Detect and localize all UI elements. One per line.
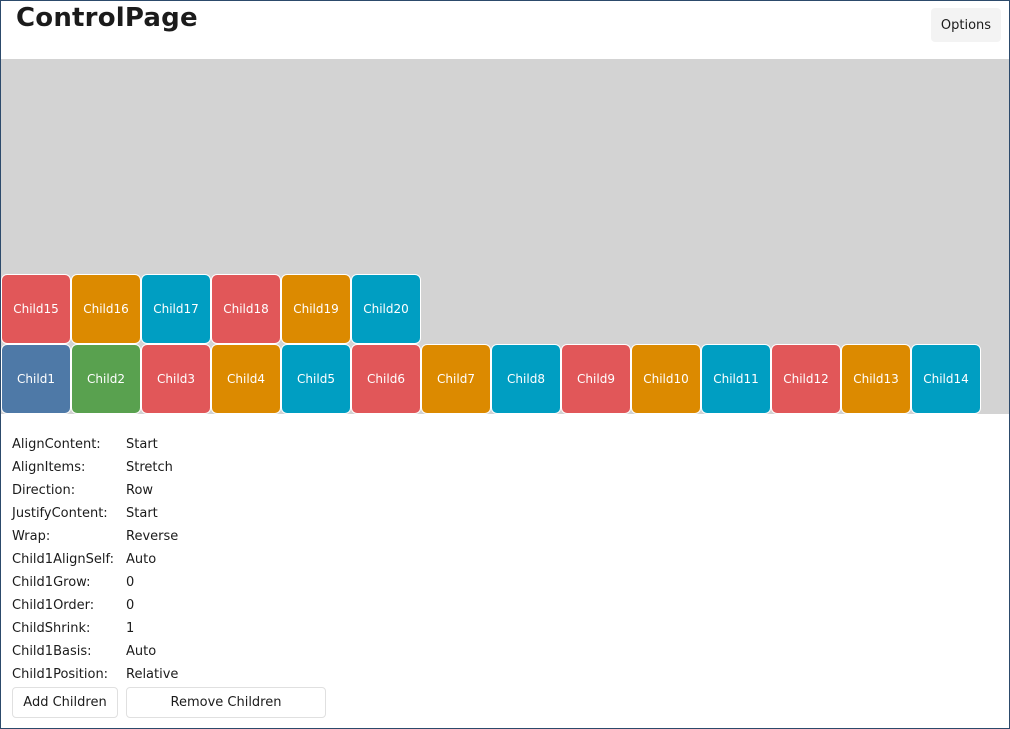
flex-child-6: Child6	[351, 344, 421, 414]
property-row: AlignContent: Start	[12, 433, 412, 456]
flex-layout-area: Child1 Child2 Child3 Child4 Child5 Child6 Chil…	[1, 59, 1009, 414]
properties-panel: AlignContent: Start AlignItems: Stretch Dire…	[12, 433, 412, 686]
property-row: Child1AlignSelf: Auto	[12, 548, 412, 571]
property-row: Child1Grow: 0	[12, 571, 412, 594]
property-value: Start	[126, 437, 158, 452]
property-value: Row	[126, 483, 154, 498]
flex-child-8: Child8	[491, 344, 561, 414]
property-row: JustifyContent: Start	[12, 502, 412, 525]
flex-child-17: Child17	[141, 274, 211, 344]
property-label: JustifyContent:	[12, 506, 108, 521]
flex-child-10: Child10	[631, 344, 701, 414]
flex-child-20: Child20	[351, 274, 421, 344]
actions-bar: Add Children Remove Children	[12, 687, 326, 718]
flex-child-18: Child18	[211, 274, 281, 344]
flex-child-9: Child9	[561, 344, 631, 414]
flex-child-5: Child5	[281, 344, 351, 414]
property-label: Child1Position:	[12, 667, 109, 682]
flex-child-14: Child14	[911, 344, 981, 414]
options-button[interactable]: Options	[931, 8, 1001, 42]
property-row: Wrap: Reverse	[12, 525, 412, 548]
property-row: Child1Position: Relative	[12, 663, 412, 686]
flex-child-4: Child4	[211, 344, 281, 414]
flex-child-16: Child16	[71, 274, 141, 344]
flex-child-13: Child13	[841, 344, 911, 414]
property-label: Child1Order:	[12, 598, 95, 613]
flex-child-2: Child2	[71, 344, 141, 414]
property-label: Child1AlignSelf:	[12, 552, 115, 567]
page-title: ControlPage	[16, 3, 198, 33]
property-row: ChildShrink: 1	[12, 617, 412, 640]
add-children-button[interactable]: Add Children	[12, 687, 118, 718]
property-value: 1	[126, 621, 135, 636]
property-label: AlignItems:	[12, 460, 86, 475]
flex-child-3: Child3	[141, 344, 211, 414]
property-value: Reverse	[126, 529, 179, 544]
property-label: Direction:	[12, 483, 76, 498]
property-row: AlignItems: Stretch	[12, 456, 412, 479]
remove-children-button[interactable]: Remove Children	[126, 687, 326, 718]
flex-child-15: Child15	[1, 274, 71, 344]
property-value: Stretch	[126, 460, 173, 475]
flex-child-1: Child1	[1, 344, 71, 414]
property-value: Start	[126, 506, 158, 521]
flex-child-11: Child11	[701, 344, 771, 414]
flex-child-19: Child19	[281, 274, 351, 344]
property-value: Auto	[126, 552, 157, 567]
property-label: Child1Basis:	[12, 644, 92, 659]
property-label: ChildShrink:	[12, 621, 91, 636]
property-label: Wrap:	[12, 529, 51, 544]
property-value: Auto	[126, 644, 157, 659]
property-row: Child1Order: 0	[12, 594, 412, 617]
property-row: Child1Basis: Auto	[12, 640, 412, 663]
flex-child-7: Child7	[421, 344, 491, 414]
property-label: AlignContent:	[12, 437, 101, 452]
property-value: 0	[126, 575, 135, 590]
property-label: Child1Grow:	[12, 575, 91, 590]
property-value: Relative	[126, 667, 179, 682]
property-row: Direction: Row	[12, 479, 412, 502]
flex-child-12: Child12	[771, 344, 841, 414]
property-value: 0	[126, 598, 135, 613]
